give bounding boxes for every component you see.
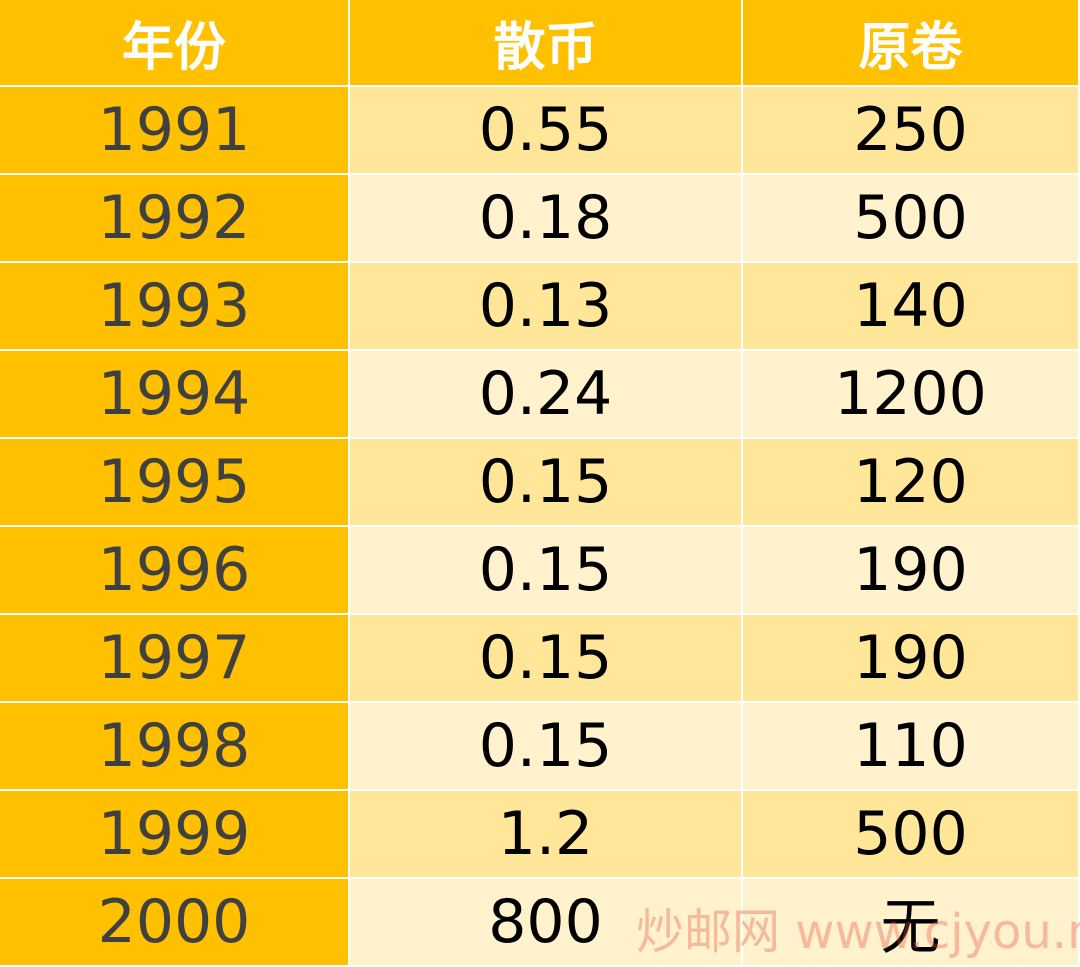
value-cell: 140 <box>743 263 1080 351</box>
year-cell: 1997 <box>0 615 350 703</box>
value-cell: 110 <box>743 703 1080 791</box>
value-cell: 0.24 <box>350 351 743 439</box>
year-cell: 1999 <box>0 791 350 879</box>
year-cell: 1998 <box>0 703 350 791</box>
header-cell: 年份 <box>0 0 350 87</box>
year-cell: 1992 <box>0 175 350 263</box>
header-cell: 原卷 <box>743 0 1080 87</box>
value-cell: 500 <box>743 791 1080 879</box>
value-cell: 500 <box>743 175 1080 263</box>
value-cell: 0.15 <box>350 615 743 703</box>
value-cell: 190 <box>743 615 1080 703</box>
value-cell: 0.15 <box>350 439 743 527</box>
value-cell: 1.2 <box>350 791 743 879</box>
year-cell: 2000 <box>0 879 350 967</box>
year-cell: 1991 <box>0 87 350 175</box>
value-cell: 0.18 <box>350 175 743 263</box>
value-cell: 无 <box>743 879 1080 967</box>
value-cell: 0.15 <box>350 527 743 615</box>
value-cell: 250 <box>743 87 1080 175</box>
value-cell: 0.55 <box>350 87 743 175</box>
value-cell: 1200 <box>743 351 1080 439</box>
value-cell: 0.13 <box>350 263 743 351</box>
value-cell: 190 <box>743 527 1080 615</box>
value-cell: 120 <box>743 439 1080 527</box>
header-cell: 散币 <box>350 0 743 87</box>
year-cell: 1995 <box>0 439 350 527</box>
year-cell: 1994 <box>0 351 350 439</box>
year-cell: 1996 <box>0 527 350 615</box>
year-cell: 1993 <box>0 263 350 351</box>
value-cell: 0.15 <box>350 703 743 791</box>
value-cell: 800 <box>350 879 743 967</box>
